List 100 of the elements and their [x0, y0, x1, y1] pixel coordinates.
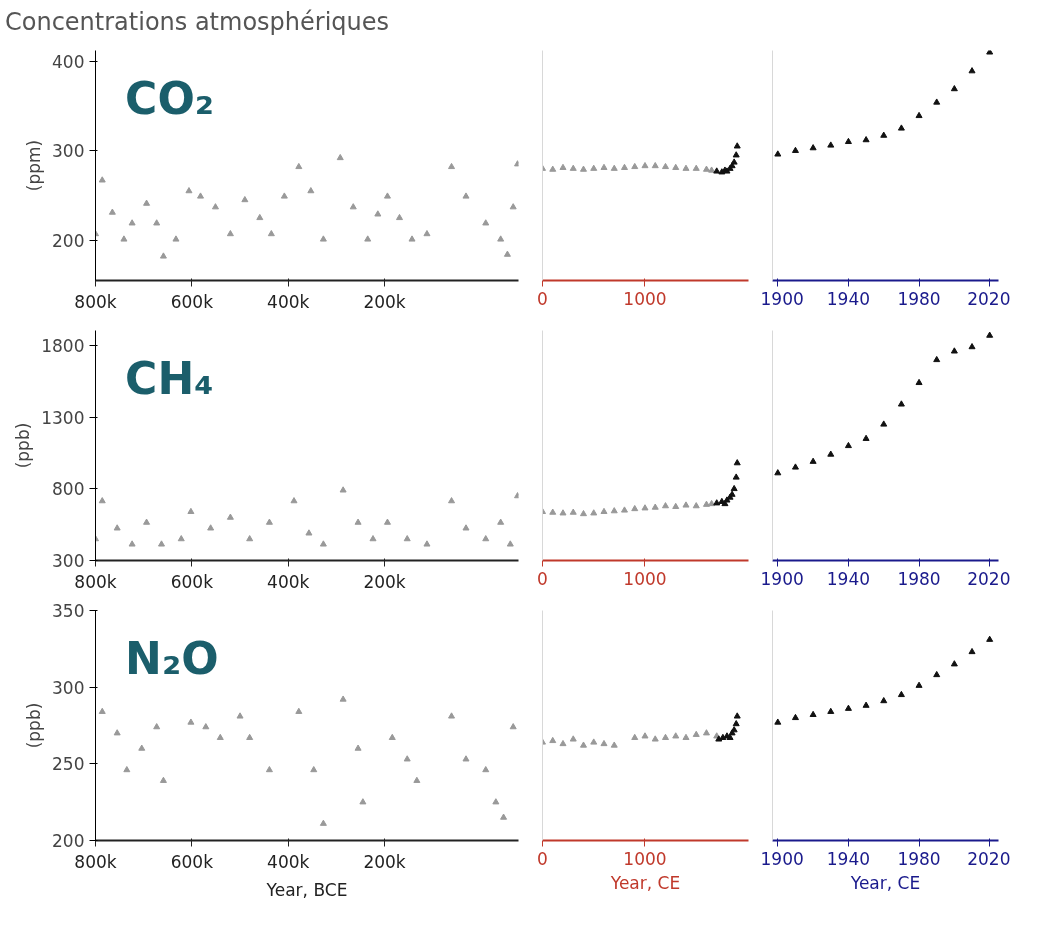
point: [267, 230, 275, 237]
point: [915, 378, 923, 386]
point: [413, 776, 421, 783]
x-tick-label: 1940: [826, 288, 871, 309]
point: [497, 235, 505, 242]
point: [549, 508, 557, 515]
point: [185, 187, 193, 194]
point: [408, 235, 416, 242]
point: [241, 195, 249, 203]
point: [500, 813, 508, 820]
x-tick-label: 1900: [760, 568, 804, 589]
point: [774, 469, 782, 476]
x-tick-label: 600k: [170, 851, 214, 872]
point: [197, 192, 205, 199]
point: [305, 529, 313, 536]
point: [462, 524, 470, 531]
x-tick-label: 0: [537, 848, 548, 869]
x-tick-label: 1980: [897, 288, 941, 309]
point: [448, 712, 456, 719]
point: [503, 250, 511, 257]
point: [774, 718, 782, 725]
point: [569, 735, 577, 742]
point: [128, 219, 136, 226]
point: [600, 163, 608, 170]
point: [339, 695, 347, 702]
point: [682, 733, 690, 740]
point: [580, 509, 587, 517]
point: [651, 503, 659, 510]
point: [933, 670, 941, 678]
point: [880, 131, 888, 138]
point: [492, 798, 500, 805]
point: [448, 162, 456, 170]
y-tick-label: 1300: [41, 407, 85, 428]
point: [202, 723, 210, 730]
point: [120, 235, 128, 242]
point: [559, 739, 567, 747]
x-axis-title: Year, CE: [849, 872, 921, 893]
point: [403, 755, 411, 762]
y-axis-title: (ppb): [13, 422, 34, 469]
y-tick-label: 300: [52, 141, 85, 162]
point: [559, 509, 567, 516]
point: [733, 712, 741, 719]
y-tick-label: 250: [52, 754, 85, 775]
point: [423, 230, 431, 237]
point: [692, 502, 700, 509]
point: [880, 697, 888, 704]
x-tick-label: 800k: [74, 291, 117, 312]
point: [862, 434, 870, 441]
y-tick-label: 200: [52, 230, 85, 251]
y-tick-label: 350: [52, 601, 85, 621]
chart-title: Concentrations atmosphériques: [5, 7, 390, 38]
x-tick-label: 0: [537, 568, 548, 589]
point: [226, 230, 234, 237]
point: [207, 524, 215, 531]
point: [590, 509, 598, 516]
point: [98, 707, 106, 714]
point: [143, 199, 151, 206]
point: [349, 203, 357, 210]
point: [319, 819, 327, 826]
point: [246, 733, 254, 740]
x-tick-label: 800k: [74, 851, 117, 872]
point: [580, 165, 587, 172]
point: [211, 203, 219, 210]
point: [791, 463, 799, 470]
point: [897, 690, 905, 698]
point: [462, 192, 470, 199]
point: [862, 701, 870, 708]
point: [713, 167, 721, 174]
point: [661, 733, 669, 740]
x-tick-label: 1980: [897, 568, 941, 589]
point: [307, 187, 315, 194]
point: [403, 535, 411, 542]
point: [844, 441, 852, 449]
point: [236, 712, 244, 719]
point: [396, 213, 403, 221]
x-tick-label: 1900: [760, 288, 804, 309]
point: [732, 473, 740, 480]
point: [631, 162, 639, 170]
point: [462, 755, 470, 762]
point: [383, 518, 391, 525]
x-tick-label: 1000: [623, 288, 667, 309]
x-tick-label: 2020: [967, 848, 1011, 869]
point: [319, 235, 327, 242]
point: [862, 136, 870, 143]
point: [310, 766, 318, 773]
point: [631, 733, 639, 740]
point: [158, 540, 165, 547]
point: [968, 647, 976, 655]
point: [364, 235, 372, 242]
point: [569, 508, 577, 515]
point: [968, 343, 976, 350]
point: [290, 497, 298, 504]
point: [986, 331, 994, 338]
point: [702, 165, 710, 172]
point: [569, 164, 577, 171]
point: [651, 161, 659, 169]
point: [549, 736, 557, 744]
point: [950, 85, 958, 92]
x-tick-label: 1940: [826, 568, 871, 589]
point: [651, 735, 659, 742]
